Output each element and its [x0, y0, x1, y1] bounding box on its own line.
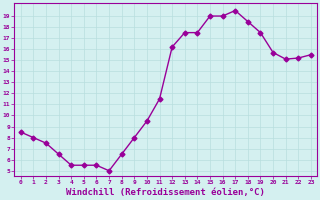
X-axis label: Windchill (Refroidissement éolien,°C): Windchill (Refroidissement éolien,°C): [66, 188, 265, 197]
